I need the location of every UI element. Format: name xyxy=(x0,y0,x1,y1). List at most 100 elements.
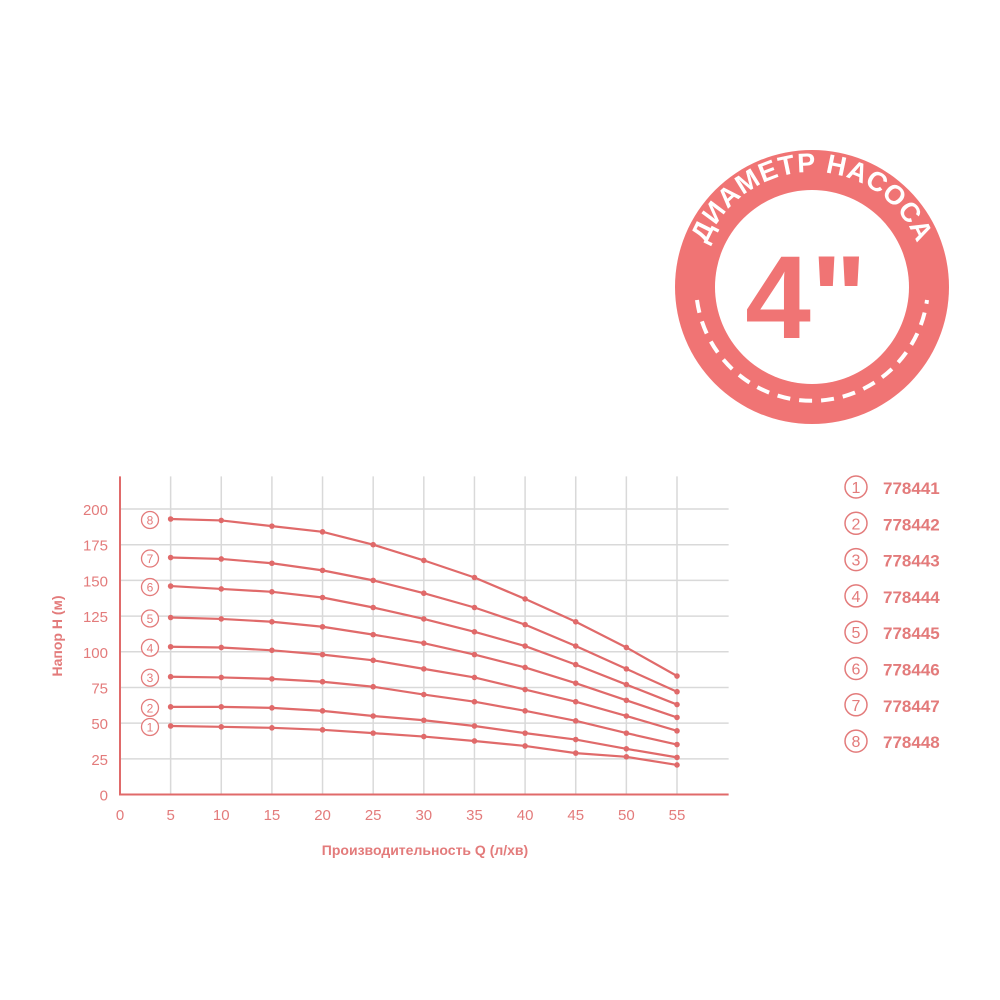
data-point xyxy=(471,698,478,705)
data-point xyxy=(421,717,427,724)
data-point xyxy=(167,704,174,710)
data-point xyxy=(674,701,680,708)
legend-marker-label: 6 xyxy=(852,662,861,679)
data-point xyxy=(623,666,630,672)
data-point xyxy=(269,523,275,529)
data-point xyxy=(319,529,326,535)
data-point xyxy=(421,640,427,646)
legend-marker-circle xyxy=(844,511,868,536)
legend-marker-circle xyxy=(844,620,868,644)
data-point xyxy=(319,727,326,733)
series-marker-circle xyxy=(140,510,160,530)
data-point xyxy=(218,674,225,681)
x-axis-label: Производительность Q (л/хв) xyxy=(322,842,528,858)
data-point xyxy=(471,628,478,635)
data-point xyxy=(623,697,630,704)
legend-item: 6 778446 xyxy=(844,656,940,681)
series-marker-circle xyxy=(140,698,160,718)
data-point xyxy=(218,644,225,651)
data-point xyxy=(218,586,225,592)
badge-stitch xyxy=(695,299,929,403)
data-point xyxy=(421,733,427,740)
data-point xyxy=(572,718,579,724)
data-point xyxy=(167,516,174,522)
data-point xyxy=(674,714,680,721)
data-point xyxy=(421,691,427,698)
data-point xyxy=(471,651,478,658)
data-point xyxy=(370,713,376,719)
series-marker-label: 1 xyxy=(147,720,154,734)
data-point xyxy=(370,631,376,638)
data-point xyxy=(674,673,680,679)
series-marker-label: 3 xyxy=(147,671,154,685)
legend-item: 3 778443 xyxy=(844,547,940,572)
data-point xyxy=(471,604,478,611)
series-marker-circle xyxy=(140,717,160,737)
y-axis-label: Напор H (м) xyxy=(49,595,65,676)
legend-label: 778448 xyxy=(883,733,940,752)
x-tick-label: 30 xyxy=(415,807,432,824)
data-point xyxy=(167,673,174,680)
y-tick-label: 175 xyxy=(83,538,108,555)
data-point xyxy=(319,567,326,574)
chart-series: 1 2 3 4 5 6 7 8 xyxy=(140,510,680,768)
data-point xyxy=(674,741,680,748)
data-point xyxy=(623,754,630,760)
series-7: 7 xyxy=(140,549,680,695)
y-tick-label: 50 xyxy=(91,716,108,733)
data-point xyxy=(572,750,579,756)
data-point xyxy=(269,676,275,682)
data-point xyxy=(370,657,376,664)
data-point xyxy=(674,688,680,695)
legend-item: 4 778444 xyxy=(844,584,940,608)
data-point xyxy=(269,647,275,654)
data-point xyxy=(522,621,528,628)
legend-label: 778447 xyxy=(883,697,940,716)
x-tick-label: 15 xyxy=(264,807,281,824)
data-point xyxy=(167,614,174,621)
legend-marker-circle xyxy=(844,584,868,608)
legend-marker-label: 4 xyxy=(852,589,861,606)
data-point xyxy=(421,666,427,672)
legend-marker-label: 1 xyxy=(852,480,861,497)
data-point xyxy=(167,723,174,729)
data-point xyxy=(269,588,275,595)
data-point xyxy=(572,661,579,668)
data-point xyxy=(471,738,478,744)
legend-label: 778442 xyxy=(883,515,940,534)
series-marker-label: 7 xyxy=(147,552,154,566)
data-point xyxy=(319,708,326,714)
data-point xyxy=(572,680,579,686)
data-point xyxy=(522,664,528,671)
legend-marker-circle xyxy=(844,475,868,499)
data-point xyxy=(421,590,427,597)
y-tick-label: 125 xyxy=(83,609,108,626)
y-tick-label: 0 xyxy=(100,788,108,805)
badge-size-text: 4" xyxy=(745,232,867,364)
data-point xyxy=(522,743,528,749)
series-marker-circle xyxy=(140,549,160,568)
x-tick-label: 50 xyxy=(618,807,635,824)
legend-item: 5 778445 xyxy=(844,620,940,644)
series-1: 1 xyxy=(140,717,680,768)
series-marker-circle xyxy=(140,609,160,628)
legend-label: 778446 xyxy=(883,661,940,680)
series-5: 5 xyxy=(140,609,680,721)
data-point xyxy=(218,517,225,524)
data-point xyxy=(319,651,326,658)
legend-item: 1 778441 xyxy=(844,475,940,499)
series-3: 3 xyxy=(140,668,680,748)
data-point xyxy=(218,616,225,622)
data-point xyxy=(522,686,528,693)
legend-item: 2 778442 xyxy=(844,511,940,536)
series-marker-label: 4 xyxy=(147,641,154,655)
x-tick-label: 20 xyxy=(314,807,331,824)
legend-label: 778444 xyxy=(883,588,940,607)
series-8: 8 xyxy=(140,510,680,679)
data-point xyxy=(471,674,478,681)
legend-marker-label: 2 xyxy=(852,516,861,533)
data-point xyxy=(421,616,427,622)
legend-marker-label: 5 xyxy=(852,625,861,642)
series-6: 6 xyxy=(140,577,680,708)
